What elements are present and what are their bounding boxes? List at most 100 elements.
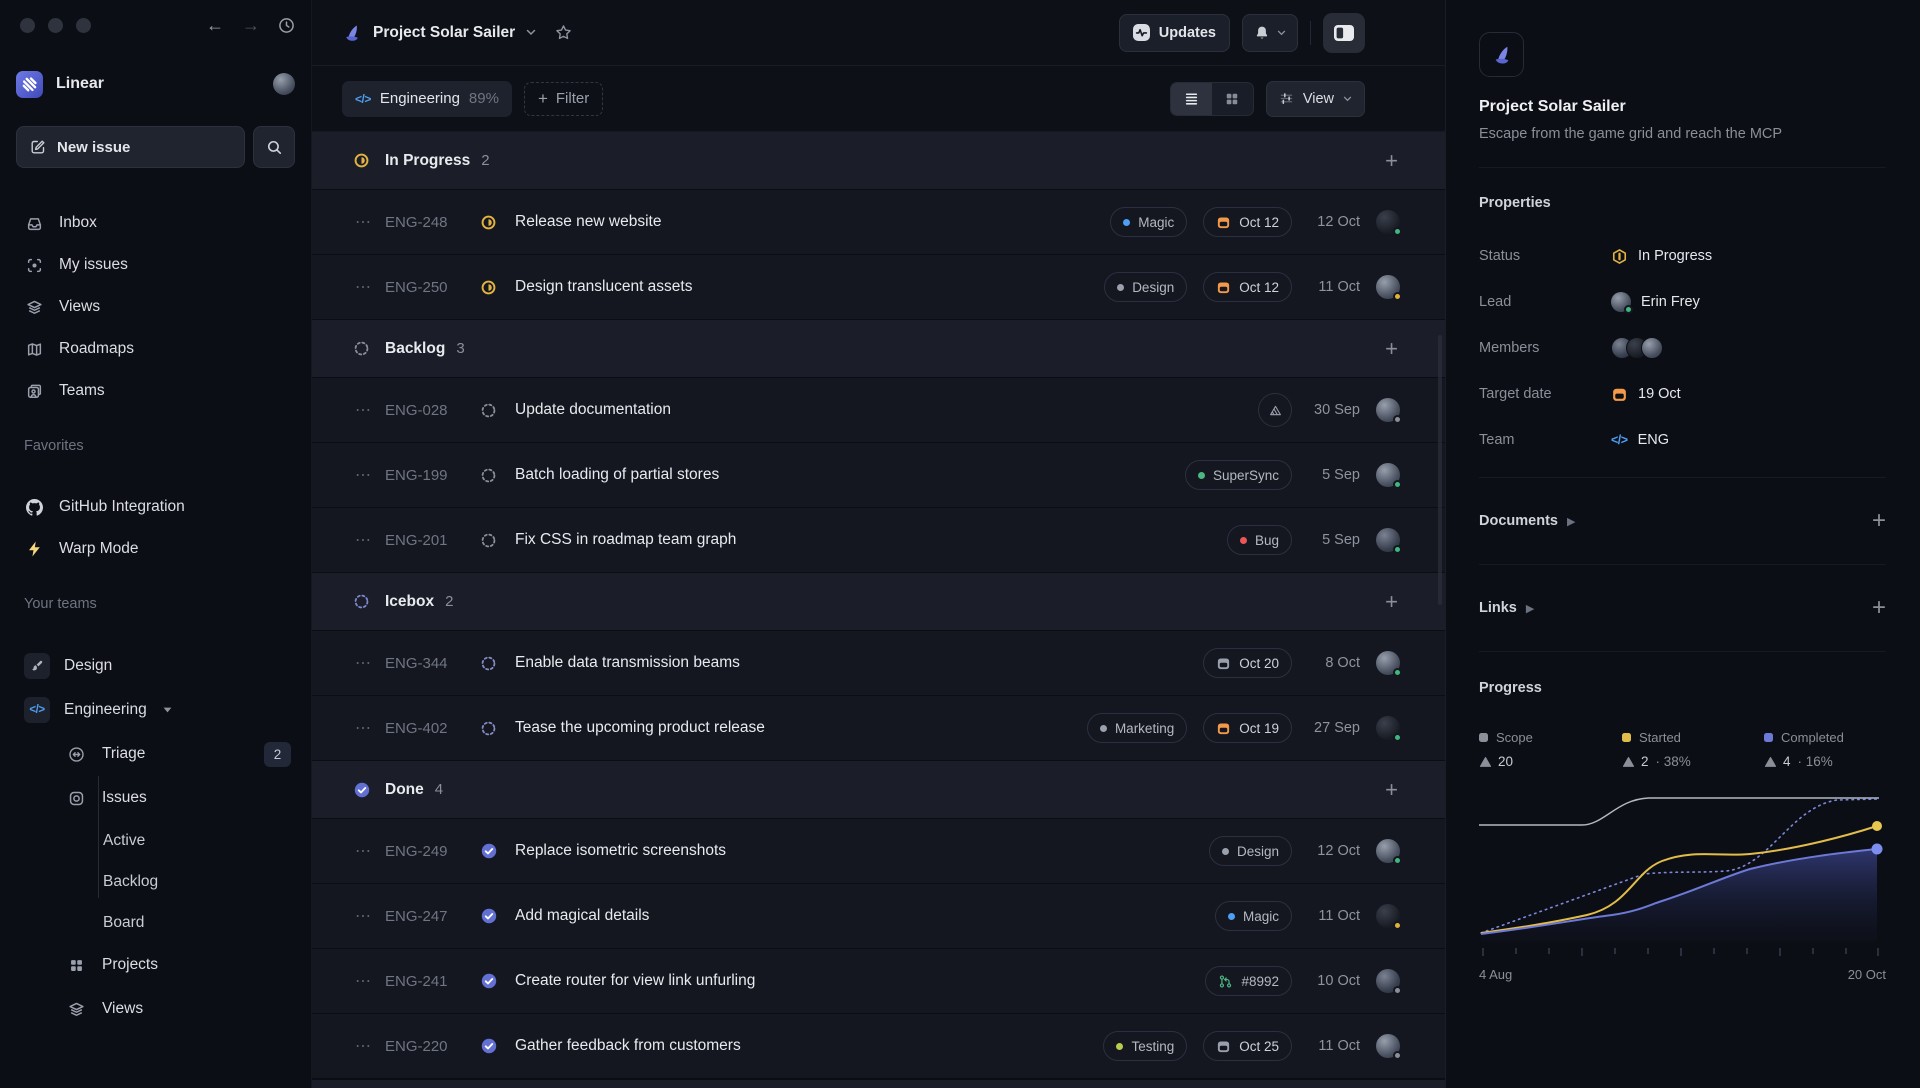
pull-request-chip[interactable]: #8992 xyxy=(1205,966,1292,996)
row-menu-icon[interactable]: ⋯ xyxy=(355,720,372,737)
sidebar-item-board[interactable]: Board xyxy=(103,913,145,931)
assignee-avatar[interactable] xyxy=(1376,528,1402,554)
user-avatar[interactable] xyxy=(273,73,295,95)
assignee-avatar[interactable] xyxy=(1376,398,1402,424)
star-icon[interactable] xyxy=(555,24,572,41)
property-team[interactable]: Team </> ENG xyxy=(1479,432,1669,448)
panel-project-title[interactable]: Project Solar Sailer xyxy=(1479,98,1626,115)
due-date-chip[interactable]: Oct 12 xyxy=(1203,207,1292,237)
board-view-toggle[interactable] xyxy=(1212,83,1253,115)
due-date-chip[interactable]: Oct 25 xyxy=(1203,1031,1292,1061)
links-section[interactable]: Links ▶ + xyxy=(1479,594,1886,621)
workspace-name[interactable]: Linear xyxy=(56,75,105,92)
due-date-chip[interactable]: Oct 12 xyxy=(1203,272,1292,302)
due-date-chip[interactable]: Oct 19 xyxy=(1203,713,1292,743)
assignee-avatar[interactable] xyxy=(1376,463,1402,489)
section-header-backlog[interactable]: Backlog 3 + xyxy=(312,320,1445,378)
issue-row[interactable]: ⋯ ENG-247 Add magical details Magic 11 O… xyxy=(312,884,1445,949)
label-chip[interactable]: Marketing xyxy=(1086,713,1188,743)
issue-row[interactable]: ⋯ ENG-248 Release new website Magic Oct … xyxy=(312,190,1445,255)
due-date-chip[interactable]: Oct 20 xyxy=(1203,648,1292,678)
add-link-button[interactable]: + xyxy=(1871,594,1886,621)
assignee-avatar[interactable] xyxy=(1376,651,1402,677)
page-title[interactable]: Project Solar Sailer xyxy=(373,23,516,41)
issue-row[interactable]: ⋯ ENG-028 Update documentation 30 Sep xyxy=(312,378,1445,443)
sidebar-item-github-integration[interactable]: GitHub Integration xyxy=(16,486,295,528)
sidebar-item-inbox[interactable]: Inbox xyxy=(16,202,295,244)
scrollbar[interactable] xyxy=(1438,335,1442,605)
label-chip[interactable]: Testing xyxy=(1103,1031,1188,1061)
project-icon[interactable] xyxy=(1479,32,1524,77)
panel-project-description[interactable]: Escape from the game grid and reach the … xyxy=(1479,126,1783,142)
row-menu-icon[interactable]: ⋯ xyxy=(355,279,372,296)
sidebar-item-team-views[interactable]: Views xyxy=(16,987,295,1031)
view-options-button[interactable]: View xyxy=(1265,80,1365,117)
new-issue-button[interactable]: New issue xyxy=(16,126,245,168)
sidebar-item-issues[interactable]: Issues xyxy=(16,776,295,820)
search-button[interactable] xyxy=(253,126,295,168)
property-lead[interactable]: Lead Erin Frey xyxy=(1479,279,1886,325)
row-menu-icon[interactable]: ⋯ xyxy=(355,973,372,990)
project-chip[interactable] xyxy=(1258,393,1292,427)
label-chip[interactable]: Magic xyxy=(1110,207,1188,237)
property-target-date[interactable]: Target date 19 Oct xyxy=(1479,386,1681,402)
notifications-button[interactable] xyxy=(1242,13,1298,52)
chevron-down-icon[interactable] xyxy=(526,29,536,36)
label-chip[interactable]: Magic xyxy=(1214,901,1292,931)
assignee-avatar[interactable] xyxy=(1376,969,1402,995)
add-issue-button[interactable]: + xyxy=(1385,335,1398,361)
issue-row[interactable]: ⋯ ENG-250 Design translucent assets Desi… xyxy=(312,255,1445,320)
sidebar-item-active[interactable]: Active xyxy=(103,831,146,849)
label-chip[interactable]: Design xyxy=(1208,836,1292,866)
property-members[interactable]: Members xyxy=(1479,325,1886,371)
sidebar-item-team-engineering[interactable]: </> Engineering xyxy=(16,688,295,732)
issue-row[interactable]: ⋯ ENG-220 Gather feedback from customers… xyxy=(312,1014,1445,1079)
sidebar-item-projects[interactable]: Projects xyxy=(16,943,295,987)
traffic-lights[interactable] xyxy=(20,17,91,33)
issue-row[interactable]: ⋯ ENG-344 Enable data transmission beams… xyxy=(312,631,1445,696)
add-issue-button[interactable]: + xyxy=(1385,776,1398,802)
add-issue-button[interactable]: + xyxy=(1385,147,1398,173)
section-header-icebox[interactable]: Icebox 2 + xyxy=(312,573,1445,631)
issue-row[interactable]: ⋯ ENG-249 Replace isometric screenshots … xyxy=(312,819,1445,884)
issue-row[interactable]: ⋯ ENG-241 Create router for view link un… xyxy=(312,949,1445,1014)
issue-row[interactable]: ⋯ ENG-201 Fix CSS in roadmap team graph … xyxy=(312,508,1445,573)
property-status[interactable]: Status In Progress xyxy=(1479,248,1713,264)
issue-row[interactable]: ⋯ ENG-199 Batch loading of partial store… xyxy=(312,443,1445,508)
assignee-avatar[interactable] xyxy=(1376,210,1402,236)
row-menu-icon[interactable]: ⋯ xyxy=(355,655,372,672)
sidebar-item-backlog[interactable]: Backlog xyxy=(103,872,159,890)
assignee-avatar[interactable] xyxy=(1376,1034,1402,1060)
row-menu-icon[interactable]: ⋯ xyxy=(355,843,372,860)
sidebar-item-team-design[interactable]: Design xyxy=(16,644,295,688)
assignee-avatar[interactable] xyxy=(1376,275,1402,301)
add-issue-button[interactable]: + xyxy=(1385,588,1398,614)
sidebar-item-warp-mode[interactable]: Warp Mode xyxy=(16,528,295,570)
history-icon[interactable] xyxy=(278,17,295,34)
sidebar-item-views[interactable]: Views xyxy=(16,286,295,328)
back-icon[interactable]: ← xyxy=(206,14,224,35)
forward-icon[interactable]: → xyxy=(242,14,260,35)
add-document-button[interactable]: + xyxy=(1871,507,1886,534)
row-menu-icon[interactable]: ⋯ xyxy=(355,467,372,484)
row-menu-icon[interactable]: ⋯ xyxy=(355,1038,372,1055)
row-menu-icon[interactable]: ⋯ xyxy=(355,214,372,231)
sidebar-item-teams[interactable]: Teams xyxy=(16,370,295,412)
add-filter-button[interactable]: + Filter xyxy=(523,81,604,116)
sidebar-item-roadmaps[interactable]: Roadmaps xyxy=(16,328,295,370)
row-menu-icon[interactable]: ⋯ xyxy=(355,402,372,419)
assignee-avatar[interactable] xyxy=(1376,716,1402,742)
linear-logo-icon[interactable] xyxy=(16,70,43,98)
sidebar-item-triage[interactable]: Triage 2 xyxy=(16,732,295,776)
row-menu-icon[interactable]: ⋯ xyxy=(355,532,372,549)
documents-section[interactable]: Documents ▶ + xyxy=(1479,507,1886,534)
assignee-avatar[interactable] xyxy=(1376,839,1402,865)
section-header-in-progress[interactable]: In Progress 2 + xyxy=(312,132,1445,190)
updates-button[interactable]: Updates xyxy=(1118,13,1230,52)
assignee-avatar[interactable] xyxy=(1376,904,1402,930)
list-view-toggle[interactable] xyxy=(1170,82,1212,115)
team-filter-chip[interactable]: </> Engineering 89% xyxy=(342,80,512,117)
label-chip[interactable]: SuperSync xyxy=(1184,460,1292,490)
sidebar-item-my-issues[interactable]: My issues xyxy=(16,244,295,286)
issue-row[interactable]: ⋯ ENG-402 Tease the upcoming product rel… xyxy=(312,696,1445,761)
